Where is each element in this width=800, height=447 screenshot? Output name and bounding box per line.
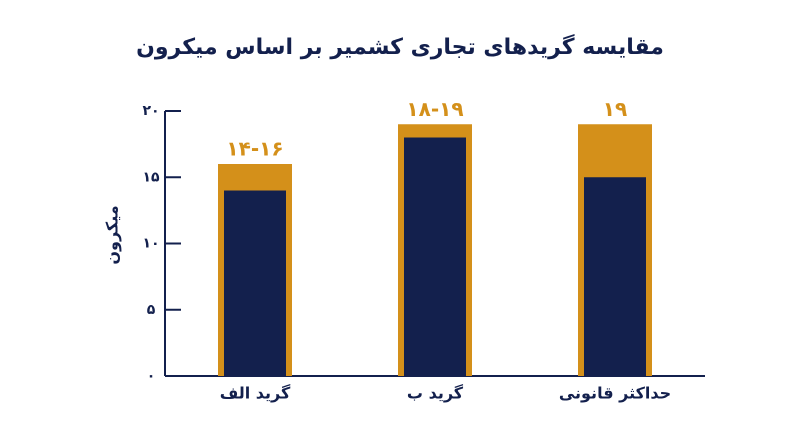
y-tick-label: ۰ — [147, 368, 156, 384]
y-tick-label: ۵ — [147, 302, 156, 318]
value-label: ۱۴-۱۶ — [226, 137, 283, 161]
y-tick-label: ۱۰ — [142, 236, 159, 252]
value-label: ۱۹ — [603, 97, 627, 121]
x-tick-label: گرید الف — [220, 384, 291, 403]
y-axis-label: میکرون — [103, 205, 122, 264]
chart-title: مقایسه گریدهای تجاری کشمیر بر اساس میکرو… — [136, 33, 664, 60]
x-tick-label: گرید ب — [407, 384, 464, 403]
y-tick-label: ۱۵ — [142, 169, 160, 185]
bar — [404, 137, 466, 376]
y-tick-label: ۲۰ — [142, 103, 159, 119]
bar — [224, 190, 286, 376]
bar — [584, 177, 646, 376]
x-tick-label: حداکثر قانونی — [559, 384, 671, 403]
value-label: ۱۸-۱۹ — [406, 97, 463, 121]
